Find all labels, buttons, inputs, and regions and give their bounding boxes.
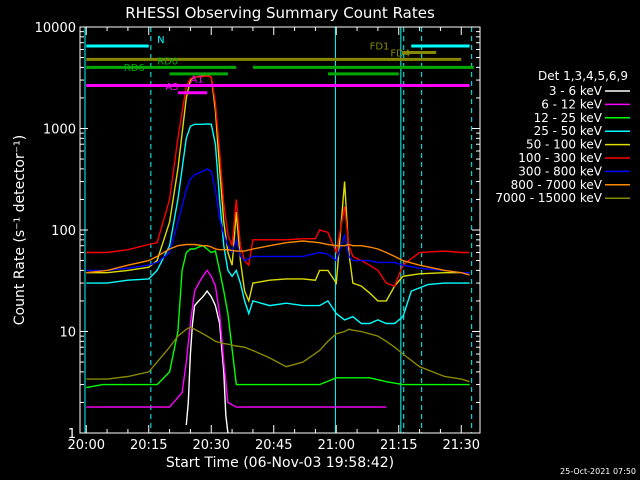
legend-label: 800 - 7000 keV	[511, 178, 603, 192]
series-line	[86, 326, 470, 383]
legend-label: 300 - 800 keV	[518, 164, 602, 178]
x-tick-label: 21:00	[318, 438, 355, 453]
y-axis-label: Count Rate (s⁻¹ detector⁻¹)	[12, 135, 28, 325]
legend-label: 3 - 6 keV	[549, 84, 603, 98]
series-line	[86, 74, 470, 304]
x-axis: 20:00 20:15 20:30 20:45 21:00 21:15 21:30	[68, 27, 480, 453]
x-tick-label: 20:15	[130, 438, 167, 453]
flag-label: RD0	[157, 56, 178, 67]
x-tick-label: 20:45	[255, 438, 292, 453]
series-line	[86, 240, 470, 276]
series-line	[86, 123, 470, 325]
y-tick-label: 100	[51, 224, 76, 239]
legend-label: 100 - 300 keV	[518, 151, 602, 165]
series-line	[86, 168, 470, 274]
flag-label: N	[157, 35, 164, 46]
legend-label: 25 - 50 keV	[534, 124, 603, 138]
x-tick-label: 21:30	[443, 438, 480, 453]
observation-boundary-lines	[84, 27, 473, 433]
flag-label: FD1	[370, 42, 390, 53]
x-axis-label: Start Time (06-Nov-03 19:58:42)	[166, 455, 394, 471]
x-tick-label: 21:15	[380, 438, 417, 453]
legend-label: 7000 - 15000 keV	[495, 191, 602, 205]
flag-label: FD4	[390, 48, 410, 59]
legend-label: 6 - 12 keV	[541, 97, 603, 111]
legend-title: Det 1,3,4,5,6,9	[538, 69, 628, 83]
y-axis: 1 10 100 1000 10000	[35, 21, 480, 442]
flag-label: A3	[165, 82, 178, 93]
chart-title: RHESSI Observing Summary Count Rates	[125, 4, 435, 22]
y-tick-label: 1	[68, 427, 76, 442]
y-tick-label: 1000	[43, 123, 76, 138]
flag-label: A1	[190, 75, 203, 86]
footer-timestamp: 25-Oct-2021 07:50	[560, 467, 636, 476]
series-line	[185, 289, 229, 433]
y-tick-label: 10	[59, 326, 76, 341]
x-tick-label: 20:00	[68, 438, 105, 453]
legend-label: 12 - 25 keV	[534, 111, 603, 125]
series-line	[86, 269, 387, 408]
series-line	[86, 244, 470, 389]
legend-label: 50 - 100 keV	[526, 138, 603, 152]
flag-label: RD6	[124, 63, 145, 74]
y-tick-label: 10000	[35, 21, 76, 36]
x-tick-label: 20:30	[193, 438, 230, 453]
